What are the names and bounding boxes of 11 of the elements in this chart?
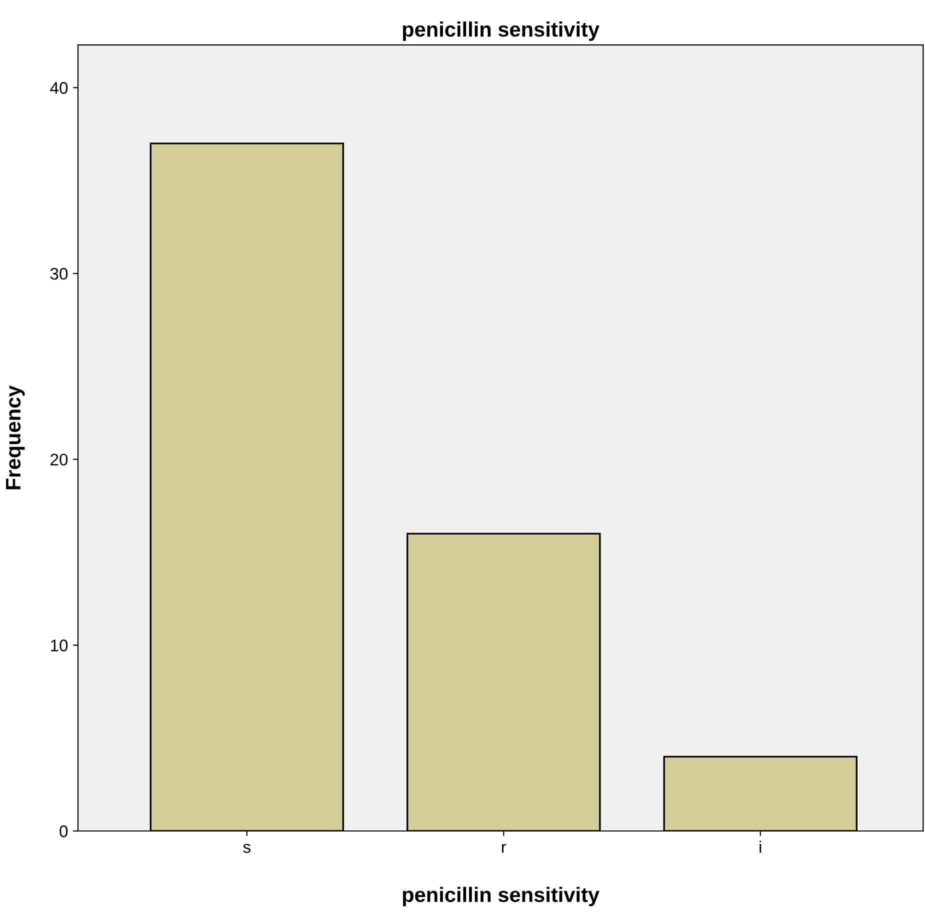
x-tick-label: r [502,844,506,853]
y-tick-label: 30 [50,268,68,280]
y-tick-label: 10 [50,640,68,652]
y-axis-title: Frequency [6,385,25,490]
y-tick-label: 20 [50,454,68,466]
y-tick-label: 0 [60,825,68,838]
x-axis-title: penicillin sensitivity [402,886,600,906]
chart-title: penicillin sensitivity [402,21,600,41]
y-tick-label: 40 [50,82,68,94]
x-tick-label: i [760,840,762,853]
x-tick-label: s [243,844,250,853]
